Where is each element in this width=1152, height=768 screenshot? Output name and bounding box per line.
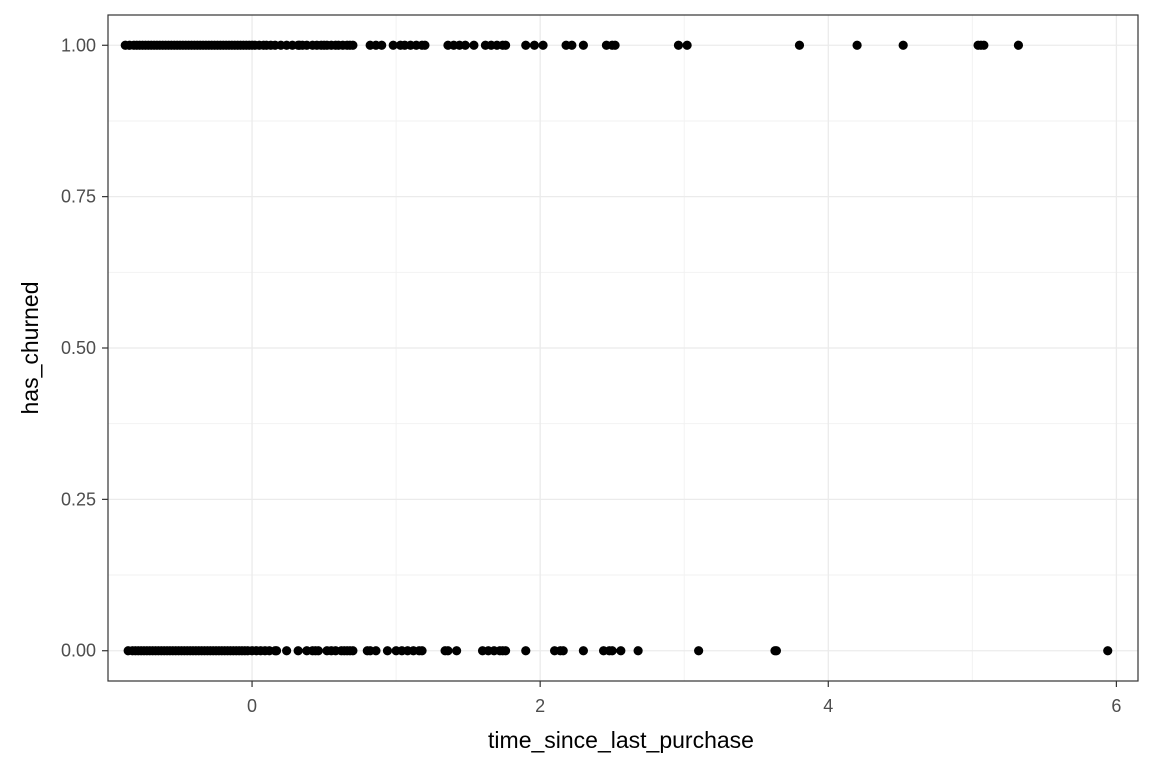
data-point (500, 646, 511, 656)
data-point (500, 40, 511, 50)
y-axis-title: has_churned (17, 282, 43, 415)
data-point (348, 646, 358, 656)
data-point (979, 40, 989, 50)
data-point (673, 40, 684, 50)
data-point (371, 646, 381, 656)
data-point (898, 40, 908, 50)
data-point (538, 40, 548, 50)
data-point (521, 40, 531, 50)
data-point (417, 646, 427, 656)
data-point (682, 40, 692, 50)
data-point (452, 646, 462, 656)
y-tick-label: 1.00 (61, 35, 96, 55)
data-point (469, 40, 479, 50)
data-point (271, 646, 282, 656)
x-axis-title: time_since_last_purchase (488, 727, 754, 753)
axis-ticks (102, 44, 1117, 687)
data-point (388, 40, 398, 50)
data-point (771, 646, 782, 656)
x-tick-label: 2 (535, 696, 545, 716)
data-points (120, 40, 1113, 656)
x-tick-label: 6 (1111, 696, 1121, 716)
data-point (282, 646, 292, 656)
data-point (616, 646, 626, 656)
data-point (377, 40, 387, 50)
data-point (460, 40, 470, 50)
data-point (420, 40, 430, 50)
data-point (607, 646, 617, 656)
x-tick-label: 0 (247, 696, 257, 716)
data-point (852, 40, 862, 50)
data-point (578, 40, 588, 50)
data-point (443, 646, 453, 656)
tick-labels: 0 2 4 6 0.00 0.25 0.50 0.75 1.00 (61, 35, 1121, 716)
data-point (578, 646, 588, 656)
y-tick-label: 0.75 (61, 187, 96, 207)
y-tick-label: 0.25 (61, 489, 96, 509)
data-point (558, 646, 568, 656)
data-point (694, 646, 704, 656)
data-point (794, 40, 805, 50)
y-tick-label: 0.00 (61, 641, 96, 661)
data-point (529, 40, 540, 50)
data-point (348, 40, 358, 50)
data-point (521, 646, 531, 656)
data-point (313, 646, 323, 656)
data-point (633, 646, 643, 656)
data-point (293, 646, 303, 656)
data-point (1013, 40, 1024, 50)
data-point (610, 40, 620, 50)
data-point (567, 40, 577, 50)
data-point (382, 646, 393, 656)
x-tick-label: 4 (823, 696, 833, 716)
data-point (1103, 646, 1113, 656)
y-tick-label: 0.50 (61, 338, 96, 358)
